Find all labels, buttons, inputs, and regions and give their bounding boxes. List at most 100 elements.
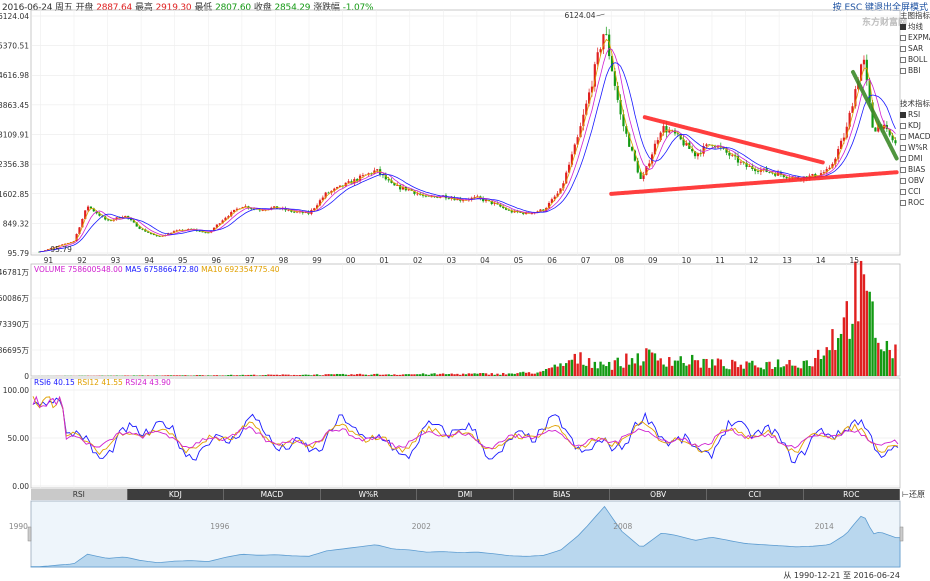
volume-bar <box>247 374 250 376</box>
checkbox-icon[interactable] <box>900 144 906 151</box>
tab-bias[interactable]: BIAS <box>513 489 611 500</box>
checkbox-icon[interactable] <box>900 67 906 74</box>
tab-roc[interactable]: ROC <box>803 489 901 500</box>
candle-body <box>774 173 777 176</box>
volume-bar <box>656 360 660 376</box>
restore-button[interactable]: ⊢还原 <box>902 489 925 500</box>
tech-option-cci[interactable]: CCI <box>900 186 930 197</box>
tab-macd[interactable]: MACD <box>224 489 321 500</box>
tech-option-wr[interactable]: W%R <box>900 142 930 153</box>
checkbox-icon[interactable] <box>900 111 906 118</box>
rsi24-label: RSI24 43.90 <box>125 378 171 387</box>
overlay-option-[interactable]: 均线 <box>900 21 930 32</box>
checkbox-icon[interactable] <box>900 122 906 129</box>
navigator-year-label: 1990 <box>9 522 28 531</box>
tech-option-obv[interactable]: OBV <box>900 175 930 186</box>
candle-body <box>845 126 848 138</box>
volume-bar <box>685 365 688 376</box>
tech-option-rsi[interactable]: RSI <box>900 109 930 120</box>
volume-bar <box>688 364 691 376</box>
date-range: 从 1990-12-21 至 2016-06-24 <box>783 571 900 580</box>
volume-tick-label: 346781万 <box>0 268 29 277</box>
checkbox-icon[interactable] <box>900 133 906 140</box>
candle-body <box>78 227 81 235</box>
volume-bar <box>728 369 731 376</box>
tech-option-label: W%R <box>908 143 928 152</box>
esc-hint[interactable]: 按 ESC 键退出全屏模式 <box>832 3 928 13</box>
candle-body <box>316 205 319 209</box>
year-tick-label: 09 <box>648 256 658 265</box>
tech-option-bias[interactable]: BIAS <box>900 164 930 175</box>
overlay-option-bbi[interactable]: BBI <box>900 65 930 76</box>
volume-bar <box>252 374 256 376</box>
low-annotation: 95.79 <box>50 245 72 254</box>
volume-bar <box>627 364 631 376</box>
candle-body <box>837 148 840 159</box>
volume-bar <box>673 360 677 376</box>
volume-bar <box>811 366 814 376</box>
candle-body <box>129 218 133 221</box>
volume-tick-label: 260086万 <box>0 294 29 303</box>
tab-dmi[interactable]: DMI <box>417 489 514 500</box>
overlay-option-sar[interactable]: SAR <box>900 43 930 54</box>
volume-bar <box>504 374 508 376</box>
volume-bar <box>836 338 840 376</box>
checkbox-icon[interactable] <box>900 45 906 52</box>
tab-obv[interactable]: OBV <box>610 489 707 500</box>
volume-bar <box>481 373 485 376</box>
checkbox-icon[interactable] <box>900 199 906 206</box>
tech-option-kdj[interactable]: KDJ <box>900 120 930 131</box>
checkbox-icon[interactable] <box>900 56 906 63</box>
volume-bar <box>238 375 242 376</box>
tab-cci[interactable]: CCI <box>706 489 804 500</box>
tab-rsi[interactable]: RSI <box>31 489 128 500</box>
volume-bar <box>250 374 253 376</box>
overlay-option-boll[interactable]: BOLL <box>900 54 930 65</box>
volume-bar <box>642 361 645 376</box>
checkbox-icon[interactable] <box>900 177 906 184</box>
tech-option-roc[interactable]: ROC <box>900 197 930 208</box>
checkbox-icon[interactable] <box>900 166 906 173</box>
navigator[interactable] <box>27 500 904 568</box>
volume-bar <box>453 374 456 376</box>
candle-body <box>58 245 61 247</box>
ma-line-short <box>39 38 896 253</box>
price-tick-label: 849.32 <box>3 219 29 228</box>
candle-body <box>696 153 700 157</box>
tech-option-macd[interactable]: MACD <box>900 131 930 142</box>
candle-body <box>728 152 731 156</box>
candle-body <box>218 223 221 225</box>
checkbox-icon[interactable] <box>900 23 906 30</box>
candle-body <box>613 71 616 86</box>
year-tick-label: 93 <box>111 256 121 265</box>
price-tick-label: 6124.04 <box>0 12 29 21</box>
tab-kdj[interactable]: KDJ <box>127 489 225 500</box>
candle-body <box>633 150 637 161</box>
volume-bar <box>330 374 333 376</box>
tech-option-dmi[interactable]: DMI <box>900 153 930 164</box>
volume-bar <box>736 367 740 376</box>
volume-bar <box>862 274 866 376</box>
volume-bar <box>184 375 187 376</box>
volume-bar <box>132 375 136 376</box>
volume-bar <box>227 375 230 376</box>
rsi24-line <box>32 395 899 450</box>
volume-bar <box>146 375 150 376</box>
volume-bar <box>169 375 173 376</box>
volume-bar <box>519 372 522 376</box>
candle-body <box>782 174 785 178</box>
overlay-option-expma[interactable]: EXPMA <box>900 32 930 43</box>
volume-bar <box>353 374 356 376</box>
year-tick-label: 13 <box>782 256 792 265</box>
volume-bar <box>341 373 345 376</box>
checkbox-icon[interactable] <box>900 34 906 41</box>
volume-bar <box>759 367 763 376</box>
volume-bar <box>433 373 436 376</box>
tab-wr[interactable]: W%R <box>320 489 418 500</box>
checkbox-icon[interactable] <box>900 155 906 162</box>
volume-bar <box>539 371 542 376</box>
volume-bar <box>315 374 319 376</box>
candle-body <box>582 114 585 127</box>
candles <box>38 26 897 253</box>
checkbox-icon[interactable] <box>900 188 906 195</box>
